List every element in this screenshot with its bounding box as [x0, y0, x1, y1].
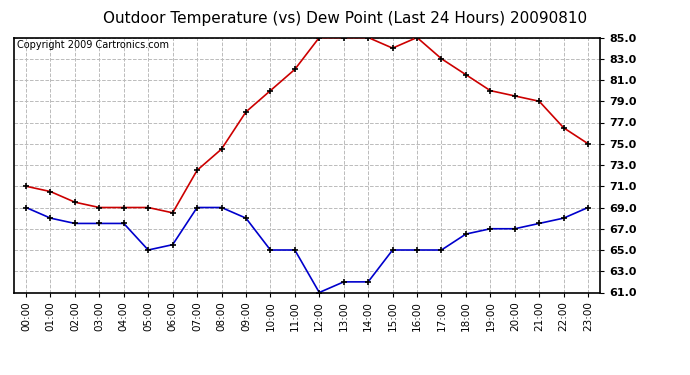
Text: Outdoor Temperature (vs) Dew Point (Last 24 Hours) 20090810: Outdoor Temperature (vs) Dew Point (Last…	[103, 11, 587, 26]
Text: Copyright 2009 Cartronics.com: Copyright 2009 Cartronics.com	[17, 40, 169, 50]
